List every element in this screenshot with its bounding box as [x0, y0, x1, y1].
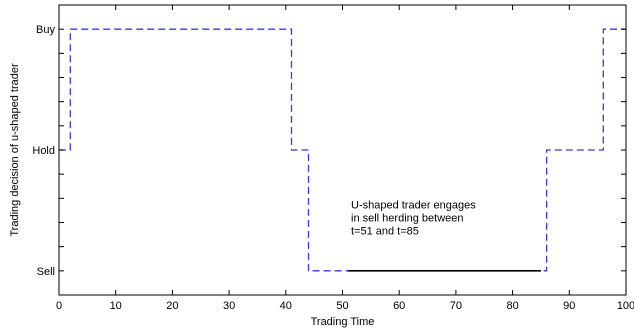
- y-tick-label: Hold: [32, 145, 55, 157]
- x-tick-label: 40: [280, 300, 292, 312]
- x-tick-label: 20: [166, 300, 178, 312]
- x-tick-label: 70: [450, 300, 462, 312]
- x-tick-label: 60: [393, 300, 405, 312]
- plot-area: [58, 4, 627, 296]
- axis-layer: 0 10 20 30 40 50 60 70 80 90 100 Sell Hold Buy: [32, 4, 634, 312]
- annotation-line: U-shaped trader engages: [351, 200, 476, 212]
- x-tick-label: 0: [56, 300, 62, 312]
- x-tick-label: 30: [223, 300, 235, 312]
- x-tick-label: 90: [563, 300, 575, 312]
- y-tick-label: Sell: [37, 266, 55, 278]
- x-axis-label: Trading Time: [311, 316, 375, 328]
- x-tick-label: 10: [110, 300, 122, 312]
- annotation-line: in sell herding between: [351, 213, 464, 225]
- x-tick-label: 100: [617, 300, 634, 312]
- series-layer: [59, 28, 626, 272]
- y-tick-label: Buy: [36, 24, 55, 36]
- y-axis-label: Trading decision of u-shaped trader: [9, 63, 21, 237]
- x-tick-label: 80: [506, 300, 518, 312]
- series-line-decision: [59, 28, 626, 272]
- x-tick-label: 50: [336, 300, 348, 312]
- plot-frame: [58, 4, 627, 296]
- annotation-line: t=51 and t=85: [351, 226, 419, 238]
